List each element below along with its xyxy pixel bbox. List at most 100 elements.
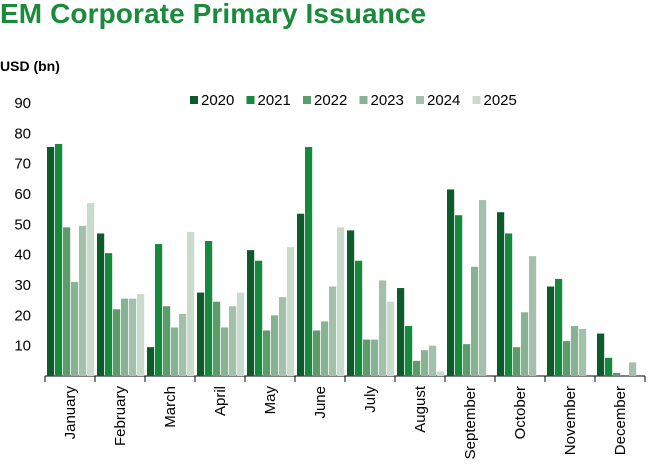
bar-2020-november <box>547 286 555 376</box>
x-category-label: January <box>62 386 79 440</box>
bar-2024-september <box>479 200 487 376</box>
bar-2022-november <box>563 341 571 376</box>
bar-2020-december <box>597 333 605 376</box>
bar-2021-may <box>255 260 263 376</box>
bar-2020-june <box>297 213 305 376</box>
bar-2020-august <box>397 288 405 376</box>
bar-2025-april <box>237 292 245 376</box>
bar-2022-february <box>113 309 121 376</box>
bar-2022-december <box>613 372 621 376</box>
bar-2024-may <box>279 297 287 376</box>
x-category-label: November <box>562 386 579 455</box>
bar-2022-june <box>313 330 321 376</box>
bar-2020-september <box>447 189 455 376</box>
chart-title: EM Corporate Primary Issuance <box>0 0 427 29</box>
bar-2022-august <box>413 360 421 376</box>
y-tick-label: 80 <box>14 125 31 142</box>
bar-2021-september <box>455 215 463 376</box>
legend-label-2020: 2020 <box>201 92 234 109</box>
x-category-label: February <box>112 386 129 447</box>
bar-2025-march <box>187 231 195 376</box>
x-category-label: July <box>362 386 379 413</box>
bar-2022-october <box>513 347 521 376</box>
x-category-label: March <box>162 386 179 428</box>
y-tick-label: 20 <box>14 307 31 324</box>
bar-2022-march <box>163 306 171 376</box>
y-tick-label: 10 <box>14 338 31 355</box>
bar-2023-november <box>571 325 579 376</box>
bar-2023-september <box>471 266 479 376</box>
legend-label-2025: 2025 <box>484 92 517 109</box>
bar-2024-november <box>579 328 587 376</box>
bar-2020-january <box>47 146 55 376</box>
bar-2024-june <box>329 286 337 376</box>
legend-swatch-2022 <box>303 96 311 104</box>
bar-2021-june <box>305 146 313 376</box>
bar-2021-february <box>105 253 113 376</box>
bar-2025-february <box>137 294 145 376</box>
y-tick-label: 90 <box>14 95 31 112</box>
y-tick-label: 70 <box>14 156 31 173</box>
legend-swatch-2024 <box>416 96 424 104</box>
bar-2022-may <box>263 330 271 376</box>
bar-2021-august <box>405 325 413 376</box>
x-category-label: June <box>312 386 329 419</box>
bar-2021-december <box>605 357 613 376</box>
legend-swatch-2021 <box>246 96 255 104</box>
bar-2025-january <box>87 203 95 376</box>
y-tick-label: 40 <box>14 247 31 264</box>
x-category-label: September <box>462 386 479 459</box>
y-axis-unit-label: USD (bn) <box>0 58 60 74</box>
bar-2024-april <box>229 306 237 376</box>
bar-2024-august <box>429 345 437 376</box>
x-category-label: May <box>262 386 279 415</box>
legend-swatch-2025 <box>472 96 481 104</box>
bar-2021-july <box>355 260 363 376</box>
bar-2022-april <box>213 301 221 376</box>
bar-2025-august <box>437 371 445 376</box>
bar-2023-march <box>171 327 179 376</box>
legend-label-2023: 2023 <box>371 92 404 109</box>
x-category-label: August <box>412 385 429 433</box>
bar-2022-july <box>363 339 371 376</box>
y-tick-label: 60 <box>14 186 31 203</box>
x-category-label: April <box>212 386 229 416</box>
bar-2022-september <box>463 344 471 376</box>
bar-2021-april <box>205 241 213 376</box>
bar-2020-may <box>247 250 255 376</box>
x-category-label: December <box>612 386 629 455</box>
bar-2023-october <box>521 312 529 376</box>
bar-2021-november <box>555 278 563 376</box>
bar-2023-august <box>421 350 429 376</box>
bar-2020-july <box>347 230 355 376</box>
bar-2022-january <box>63 227 71 376</box>
bar-2023-july <box>371 339 379 376</box>
bar-2023-may <box>271 315 279 376</box>
bar-2024-december <box>629 362 637 376</box>
bar-2023-june <box>321 321 329 376</box>
bar-2023-february <box>121 298 129 376</box>
bar-2021-march <box>155 244 163 376</box>
bar-2020-october <box>497 212 505 376</box>
bar-2021-october <box>505 233 513 376</box>
legend-label-2022: 2022 <box>314 92 347 109</box>
bar-2025-june <box>337 227 345 376</box>
bar-2021-january <box>55 143 63 376</box>
bar-2020-february <box>97 233 105 376</box>
y-tick-label: 50 <box>14 216 31 233</box>
bar-2024-march <box>179 313 187 376</box>
legend-swatch-2020 <box>190 96 198 104</box>
bar-2024-february <box>129 298 137 376</box>
bar-2020-march <box>147 347 155 376</box>
bar-2025-may <box>287 247 295 376</box>
bar-2025-july <box>387 301 395 376</box>
bar-2023-april <box>221 327 229 376</box>
legend-label-2021: 2021 <box>258 92 291 109</box>
y-tick-label: 30 <box>14 277 31 294</box>
bar-2024-october <box>529 256 537 376</box>
x-category-label: October <box>512 386 529 439</box>
bar-2023-january <box>71 281 79 376</box>
bar-2024-july <box>379 280 387 376</box>
legend-swatch-2023 <box>359 96 368 104</box>
